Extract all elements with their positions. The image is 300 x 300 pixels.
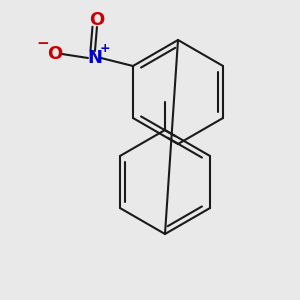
Text: −: − bbox=[37, 37, 49, 52]
Text: O: O bbox=[89, 11, 105, 29]
Text: O: O bbox=[47, 45, 63, 63]
Text: N: N bbox=[88, 49, 103, 67]
Text: +: + bbox=[100, 41, 110, 55]
